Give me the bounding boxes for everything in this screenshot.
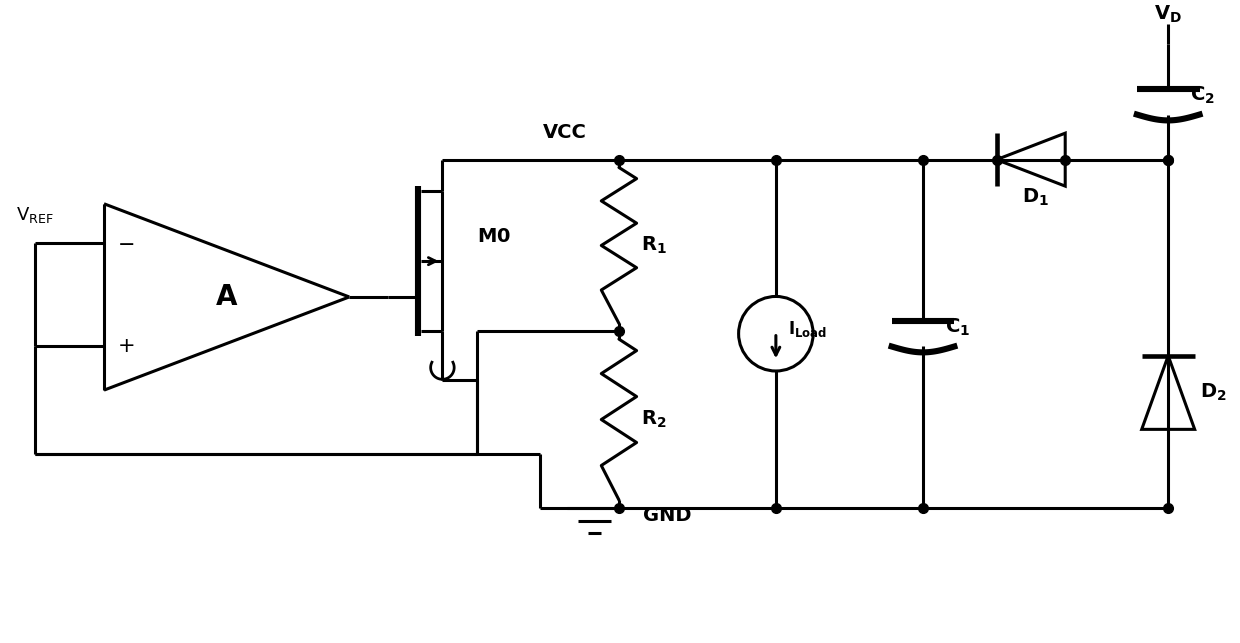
Text: $\mathbf{C_2}$: $\mathbf{C_2}$ <box>1189 84 1215 105</box>
Text: $\mathbf{C_1}$: $\mathbf{C_1}$ <box>945 316 970 338</box>
Text: $\mathbf{D_2}$: $\mathbf{D_2}$ <box>1199 382 1226 403</box>
Text: $\mathbf{A}$: $\mathbf{A}$ <box>215 283 238 311</box>
Text: $\mathbf{M0}$: $\mathbf{M0}$ <box>476 227 511 246</box>
Text: $\mathbf{V_D}$: $\mathbf{V_D}$ <box>1154 4 1182 25</box>
Text: $+$: $+$ <box>117 336 134 356</box>
Text: $\mathbf{R_1}$: $\mathbf{R_1}$ <box>641 235 666 256</box>
Text: $\mathbf{D_1}$: $\mathbf{D_1}$ <box>1022 186 1049 208</box>
Text: GND: GND <box>644 506 692 525</box>
Text: $-$: $-$ <box>117 233 134 253</box>
Text: $\mathbf{R_2}$: $\mathbf{R_2}$ <box>641 409 666 430</box>
Text: VCC: VCC <box>543 123 587 141</box>
Text: $\mathbf{I_{Load}}$: $\mathbf{I_{Load}}$ <box>787 319 827 339</box>
Text: $\mathrm{V_{REF}}$: $\mathrm{V_{REF}}$ <box>16 205 53 225</box>
